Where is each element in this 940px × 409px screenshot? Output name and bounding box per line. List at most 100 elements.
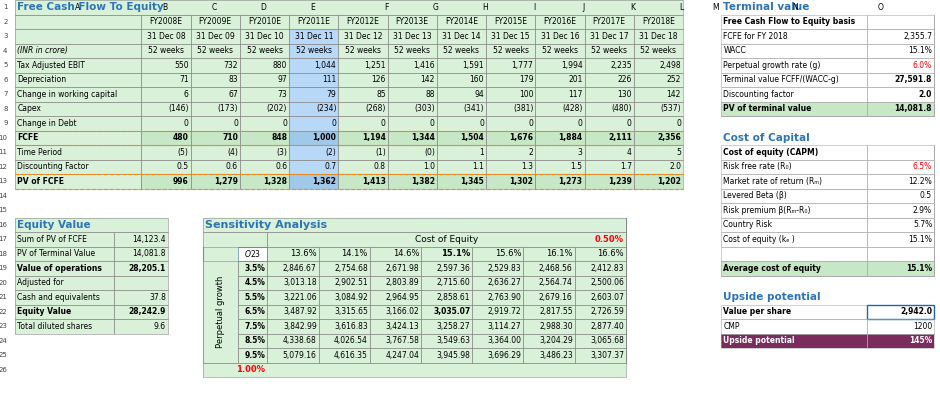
Text: (303): (303): [415, 104, 435, 113]
Text: 3,065.68: 3,065.68: [590, 336, 624, 345]
Text: 145%: 145%: [909, 336, 932, 345]
Bar: [15, 87, 141, 101]
Text: 2,529.83: 2,529.83: [488, 264, 522, 273]
Text: 31 Dec 18: 31 Dec 18: [639, 32, 678, 41]
Text: 15.1%: 15.1%: [908, 46, 932, 55]
Bar: [721, 232, 867, 247]
Text: PV of terminal value: PV of terminal value: [724, 104, 812, 113]
Bar: [535, 72, 585, 87]
Text: 1,000: 1,000: [312, 133, 337, 142]
Text: FY2010E: FY2010E: [248, 17, 281, 26]
Bar: [338, 43, 387, 58]
Bar: [421, 247, 472, 261]
Bar: [574, 276, 626, 290]
Text: 27,591.8: 27,591.8: [895, 75, 932, 84]
Text: H: H: [482, 3, 488, 12]
Bar: [535, 116, 585, 130]
Bar: [867, 145, 934, 160]
Bar: [721, 290, 934, 304]
Text: 3,258.27: 3,258.27: [437, 322, 470, 331]
Bar: [319, 304, 369, 319]
Text: F: F: [384, 3, 389, 12]
Text: Discounting Factor: Discounting Factor: [17, 162, 89, 171]
Bar: [141, 14, 191, 29]
Text: 1,279: 1,279: [214, 177, 238, 186]
Bar: [203, 362, 626, 377]
Bar: [268, 333, 319, 348]
Text: 1,504: 1,504: [461, 133, 484, 142]
Text: 15.1%: 15.1%: [441, 249, 470, 258]
Bar: [15, 319, 114, 333]
Bar: [387, 58, 437, 72]
Bar: [387, 130, 437, 145]
Bar: [486, 101, 535, 116]
Bar: [141, 130, 191, 145]
Text: 52 weeks: 52 weeks: [493, 46, 528, 55]
Bar: [15, 43, 141, 58]
Bar: [203, 218, 626, 362]
Bar: [191, 72, 240, 87]
Text: 3,945.98: 3,945.98: [436, 351, 470, 360]
Bar: [238, 333, 268, 348]
Text: 31 Dec 11: 31 Dec 11: [294, 32, 333, 41]
Bar: [535, 87, 585, 101]
Bar: [15, 0, 683, 14]
Text: 2,356: 2,356: [657, 133, 682, 142]
Bar: [114, 247, 168, 261]
Bar: [141, 116, 191, 130]
Text: 3,549.63: 3,549.63: [436, 336, 470, 345]
Bar: [867, 145, 934, 160]
Bar: [437, 174, 486, 189]
Bar: [721, 58, 867, 72]
Bar: [421, 261, 472, 276]
Bar: [867, 29, 934, 43]
Bar: [867, 304, 934, 319]
Bar: [472, 261, 524, 276]
Text: FCFE: FCFE: [17, 133, 39, 142]
Text: 3,315.65: 3,315.65: [334, 307, 368, 316]
Bar: [585, 58, 634, 72]
Text: 4,026.54: 4,026.54: [334, 336, 368, 345]
Bar: [535, 145, 585, 160]
Text: E: E: [310, 3, 315, 12]
Bar: [240, 58, 290, 72]
Bar: [15, 276, 114, 290]
Bar: [191, 58, 240, 72]
Bar: [634, 130, 683, 145]
Bar: [867, 174, 934, 189]
Bar: [191, 29, 240, 43]
Bar: [240, 101, 290, 116]
Text: 31 Dec 09: 31 Dec 09: [196, 32, 235, 41]
Text: 0.7: 0.7: [324, 162, 337, 171]
Bar: [319, 261, 369, 276]
Bar: [191, 101, 240, 116]
Text: 1: 1: [479, 148, 484, 157]
Bar: [238, 261, 268, 276]
Text: 52 weeks: 52 weeks: [345, 46, 381, 55]
Bar: [721, 43, 867, 58]
Bar: [369, 333, 421, 348]
Bar: [535, 130, 585, 145]
Bar: [268, 232, 626, 247]
Text: 0.8: 0.8: [373, 162, 385, 171]
Text: 14.1%: 14.1%: [341, 249, 368, 258]
Bar: [319, 276, 369, 290]
Text: (268): (268): [366, 104, 385, 113]
Bar: [268, 304, 319, 319]
Bar: [634, 116, 683, 130]
Bar: [369, 304, 421, 319]
Bar: [585, 58, 634, 72]
Bar: [437, 72, 486, 87]
Bar: [238, 276, 268, 290]
Bar: [387, 160, 437, 174]
Bar: [240, 72, 290, 87]
Bar: [472, 319, 524, 333]
Text: 1,345: 1,345: [461, 177, 484, 186]
Text: 1,328: 1,328: [263, 177, 288, 186]
Text: (3): (3): [276, 148, 288, 157]
Bar: [369, 276, 421, 290]
Bar: [387, 43, 437, 58]
Bar: [141, 130, 191, 145]
Bar: [721, 189, 867, 203]
Bar: [585, 43, 634, 58]
